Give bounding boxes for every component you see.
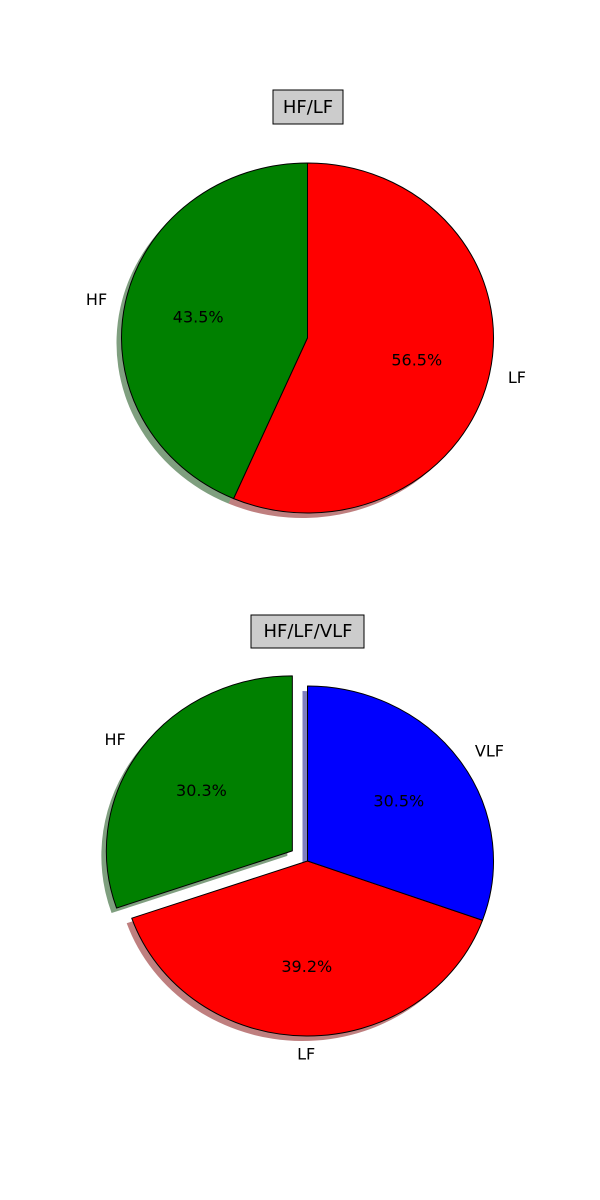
pie-slice-label-lf: LF <box>297 1044 315 1063</box>
pie-chart-hf-lf-vlf: HF/LF/VLF HF 30.3% LF 39.2% VLF 30.5% <box>101 614 504 1063</box>
pie-slice-lf <box>131 860 484 1037</box>
pie-slice-label-hf: HF <box>104 730 125 749</box>
chart-title: HF/LF <box>283 97 333 118</box>
pie-slice-percent-hf: 43.5% <box>173 308 224 327</box>
pie-slice-percent-vlf: 30.5% <box>373 792 424 811</box>
chart-title-box <box>272 89 344 125</box>
pie-slice-hf <box>121 162 308 500</box>
pie-slice-percent-lf: 56.5% <box>391 350 442 369</box>
pie-slice-label-lf: LF <box>508 368 526 387</box>
chart-title-box <box>250 614 365 649</box>
chart-title: HF/LF/VLF <box>263 621 352 642</box>
pie-chart-hf-lf: HF/LF HF 43.5% LF 56.5% <box>86 89 526 518</box>
pie-slice-percent-hf: 30.3% <box>176 781 227 800</box>
pie-slice-label-hf: HF <box>86 290 107 309</box>
pie-slice-hf <box>105 675 293 909</box>
pie-slice-vlf <box>307 685 494 921</box>
pie-slice-label-vlf: VLF <box>475 741 504 760</box>
pie-slice-percent-lf: 39.2% <box>281 957 332 976</box>
pie-slice-lf <box>233 162 494 514</box>
